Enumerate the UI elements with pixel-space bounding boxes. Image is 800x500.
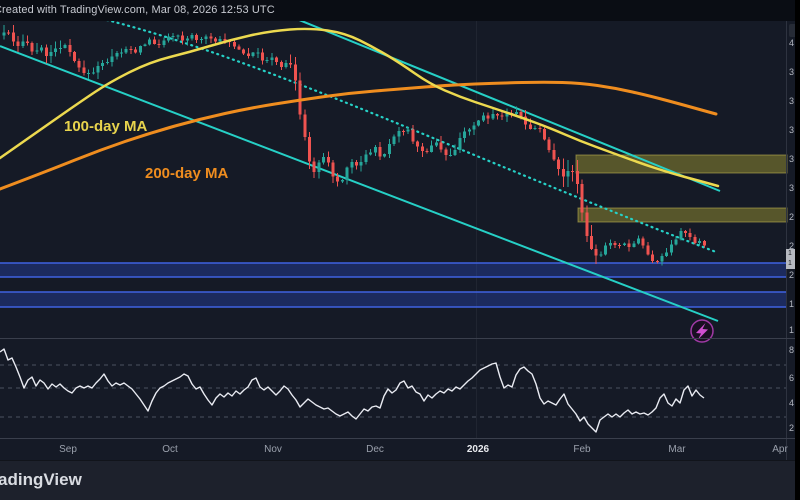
attribution-bar: Created with TradingView.com, Mar 08, 20… [0, 0, 800, 21]
price-axis-label: 6 [789, 373, 795, 383]
price-axis-label: 3 [789, 96, 795, 106]
time-axis-label: 2026 [466, 444, 490, 455]
time-axis-label: Nov [264, 444, 282, 455]
support-zone[interactable] [0, 292, 787, 307]
time-axis-label: Oct [162, 444, 178, 455]
tradingview-logo[interactable]: TradingView [0, 470, 82, 489]
support-zone[interactable] [0, 263, 787, 277]
boost-icon[interactable] [690, 319, 714, 343]
ma-200-line[interactable] [0, 80, 718, 191]
price-axis-label: 3 [789, 154, 795, 164]
price-axis-label: 2 [789, 212, 795, 222]
price-axis-label: 8 [789, 345, 795, 355]
footer-bar: TradingView [0, 460, 800, 500]
price-axis-label: 3 [789, 67, 795, 77]
candlesticks [2, 24, 706, 266]
price-axis-separator [786, 21, 787, 460]
time-axis-label: Sep [59, 444, 77, 455]
last-price-label-line: 1 [788, 260, 792, 267]
price-axis-label: 3 [789, 125, 795, 135]
price-axis-label: 2 [789, 423, 795, 433]
price-axis-label: 4 [789, 38, 795, 48]
time-axis-label: Apr [772, 444, 788, 455]
screenshot-edge [795, 0, 800, 500]
price-axis-label: 1 [789, 325, 795, 335]
trendline[interactable] [0, 45, 719, 322]
price-axis-label: 1 [789, 299, 795, 309]
price-axis-label: 2 [789, 241, 795, 251]
ma-100-line[interactable] [0, 27, 720, 188]
ma-label: 200-day MA [145, 165, 229, 182]
ma-label: 100-day MA [64, 118, 148, 135]
rsi-line [0, 348, 705, 433]
time-axis-separator [0, 438, 800, 439]
price-axis-label: 4 [789, 398, 795, 408]
time-axis-label: Feb [573, 444, 591, 455]
resistance-zone[interactable] [575, 154, 788, 174]
axis-top-label-fragment [789, 24, 800, 37]
price-axis-label: 2 [789, 270, 795, 280]
attribution-text: Created with TradingView.com, Mar 08, 20… [0, 4, 275, 16]
time-axis-label: Mar [668, 444, 686, 455]
lightning-icon [696, 323, 708, 340]
resistance-zone[interactable] [577, 207, 788, 223]
time-axis-label: Dec [366, 444, 384, 455]
last-price-label-line: 1 [788, 250, 792, 257]
panel-separator[interactable] [0, 338, 800, 339]
price-axis-label: 3 [789, 183, 795, 193]
